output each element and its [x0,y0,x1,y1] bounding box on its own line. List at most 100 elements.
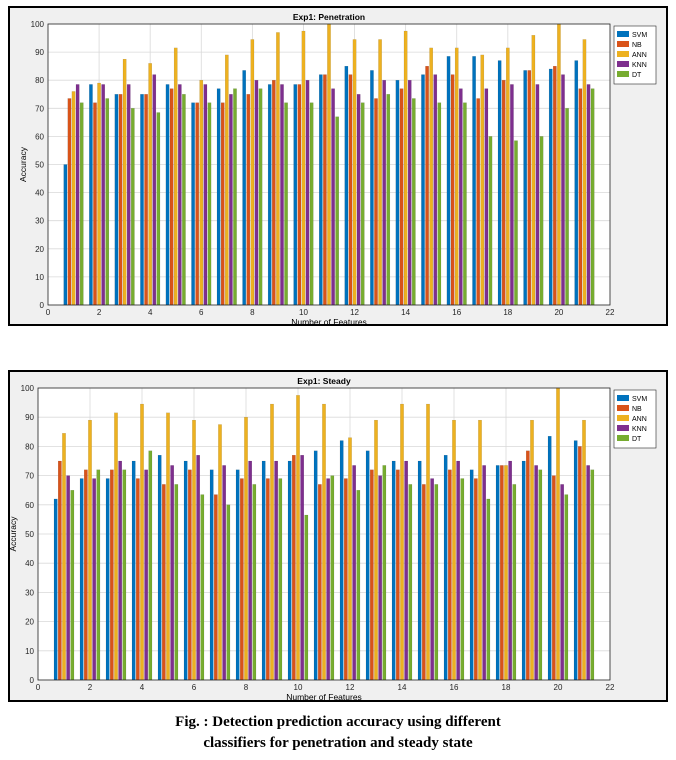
steady-bar-dt-10 [304,514,309,681]
steady-bar-ann-14 [400,403,404,681]
steady-bar-ann-16 [452,419,456,681]
steady-ytick-label: 80 [25,442,34,451]
steady-bar-knn-13 [378,475,382,681]
steady-legend-label-dt: DT [632,436,642,443]
steady-ytick-label: 60 [25,501,34,510]
steady-bar-dt-2 [96,469,101,681]
penetration-bar-ann-13 [378,39,382,306]
steady-bar-nb-11 [318,484,322,681]
penetration-bar-svm-2 [89,84,93,306]
steady-bar-knn-2 [92,478,96,681]
steady-bar-nb-20 [552,475,556,681]
steady-bar-svm-21 [573,440,578,681]
steady-bar-svm-9 [261,460,266,681]
penetration-legend-swatch-nb [617,41,629,47]
steady-bar-svm-17 [469,469,474,681]
steady-bar-knn-10 [300,455,304,681]
steady-bar-dt-9 [278,478,283,681]
penetration-bar-ann-11 [327,23,331,306]
penetration-bar-ann-3 [122,58,127,306]
penetration-bar-dt-6 [207,102,212,306]
penetration-bar-knn-3 [126,84,131,306]
steady-bar-dt-14 [408,484,413,681]
steady-bar-ann-3 [114,412,118,681]
penetration-bar-svm-18 [497,60,502,306]
steady-bar-knn-6 [196,455,200,681]
steady-bar-knn-9 [274,460,278,681]
steady-bar-nb-10 [292,455,296,681]
steady-bar-knn-3 [118,460,122,681]
penetration-bar-ann-4 [148,63,152,306]
steady-xtick-label: 22 [606,683,615,692]
steady-bar-nb-12 [344,478,348,681]
penetration-bar-nb-15 [425,66,429,306]
penetration-ytick-label: 50 [35,161,44,170]
penetration-xtick-label: 12 [350,308,359,317]
steady-bar-ann-19 [530,419,534,681]
steady-legend-swatch-nb [617,405,629,411]
penetration-ytick-label: 30 [35,217,44,226]
steady-bar-ann-17 [478,419,482,681]
steady-xtick-label: 6 [192,683,197,692]
steady-ytick-label: 50 [25,530,34,539]
penetration-bar-dt-20 [565,108,569,306]
steady-bar-knn-18 [508,460,512,681]
penetration-bar-knn-20 [561,74,565,306]
steady-bar-dt-13 [382,465,387,681]
steady-bar-dt-21 [590,469,595,681]
penetration-bar-dt-5 [182,94,186,306]
penetration-bar-svm-1 [63,164,68,306]
penetration-bar-dt-8 [258,88,263,306]
steady-bar-ann-10 [296,395,300,681]
steady-bar-ann-6 [192,419,196,681]
penetration-bar-nb-9 [272,80,276,306]
penetration-bar-dt-16 [463,102,467,306]
steady-bar-knn-11 [326,478,330,681]
steady-bar-dt-15 [434,484,439,681]
steady-bar-ann-8 [244,417,248,681]
penetration-bar-nb-3 [118,94,123,306]
penetration-ylabel: Accuracy [18,146,28,182]
penetration-bar-knn-16 [459,88,463,306]
steady-xtick-label: 12 [346,683,355,692]
penetration-axes-box [47,23,611,306]
steady-bar-nb-4 [136,478,140,681]
penetration-bar-dt-7 [233,88,237,306]
penetration-bar-ann-8 [250,39,255,306]
penetration-bar-ann-16 [454,47,459,306]
steady-bar-svm-11 [313,450,318,681]
steady-bar-nb-6 [188,469,192,681]
steady-bar-knn-8 [248,460,252,681]
penetration-bar-svm-12 [344,66,349,306]
steady-bar-nb-8 [240,478,244,681]
penetration-bar-ann-21 [582,39,587,306]
penetration-bar-svm-10 [293,84,298,306]
penetration-bar-nb-6 [195,102,199,306]
steady-bar-ann-13 [374,419,378,681]
steady-bar-nb-3 [110,469,114,681]
steady-bar-svm-14 [391,460,396,681]
steady-xtick-label: 2 [88,683,93,692]
steady-bar-knn-16 [456,460,460,681]
steady-bar-ann-2 [88,419,92,681]
penetration-ytick-label: 20 [35,245,44,254]
steady-bar-dt-18 [512,484,517,681]
steady-bar-dt-7 [226,504,231,681]
steady-legend-swatch-dt [617,435,629,441]
penetration-bar-ann-10 [301,30,306,306]
penetration-bar-svm-14 [395,80,400,306]
penetration-bar-svm-19 [523,70,527,306]
penetration-legend-label-dt: DT [632,72,642,79]
figure-caption-line-2: classifiers for penetration and steady s… [203,735,473,751]
penetration-bar-knn-14 [407,80,412,306]
steady-bar-svm-16 [443,455,448,681]
steady-xtick-label: 4 [140,683,145,692]
steady-ytick-label: 90 [25,413,34,422]
steady-bar-knn-20 [560,484,564,681]
steady-axes-box [37,387,611,681]
steady-legend-swatch-ann [617,415,629,421]
steady-bar-svm-4 [131,460,136,681]
penetration-title: Exp1: Penetration [293,12,365,22]
penetration-xtick-label: 0 [46,308,51,317]
steady-title: Exp1: Steady [297,376,351,386]
